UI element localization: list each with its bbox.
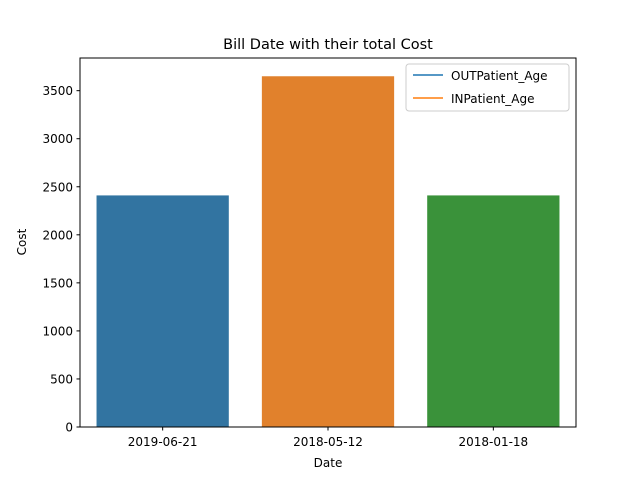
x-axis-label: Date [314,456,343,470]
x-axis-ticks: 2019-06-21 2018-05-12 2018-01-18 [128,427,528,449]
legend-label-inpatient: INPatient_Age [451,92,535,106]
y-axis-ticks: 0 500 1000 1500 2000 2500 3000 3500 [42,84,80,435]
legend-box [405,63,570,112]
y-tick-label: 0 [65,421,73,435]
y-tick-label: 3500 [42,84,73,98]
chart-title: Bill Date with their total Cost [223,37,433,53]
y-tick-label: 3000 [42,132,73,146]
y-tick-label: 2000 [42,228,73,242]
plot-frame [79,57,577,428]
y-tick-label: 1000 [42,324,73,338]
y-tick-label: 500 [50,372,73,386]
bar-2018-05-12 [261,76,395,427]
bars-group [96,76,560,427]
x-tick-label: 2018-01-18 [458,435,528,449]
bar-2018-01-18 [427,195,560,427]
y-tick-label: 1500 [42,276,73,290]
legend: OUTPatient_Age INPatient_Age [405,63,570,112]
x-tick-label: 2019-06-21 [128,435,198,449]
y-tick-label: 2500 [42,180,73,194]
bar-2019-06-21 [96,195,229,427]
legend-label-outpatient: OUTPatient_Age [451,69,548,83]
y-axis-label: Cost [15,228,29,255]
x-tick-label: 2018-05-12 [293,435,363,449]
